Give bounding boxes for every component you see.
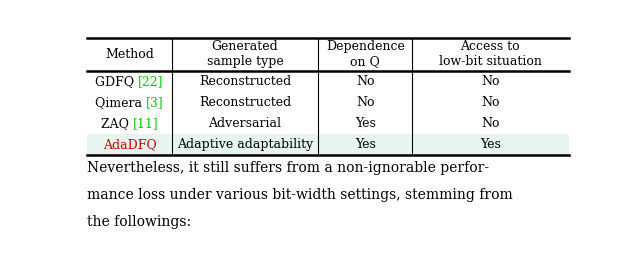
Text: Qimera: Qimera: [95, 96, 146, 109]
Text: ZAQ: ZAQ: [100, 117, 132, 130]
Text: the followings:: the followings:: [88, 215, 191, 229]
Text: Access to
low-bit situation: Access to low-bit situation: [439, 40, 542, 68]
Text: No: No: [356, 75, 374, 88]
Text: Method: Method: [105, 48, 154, 61]
Text: No: No: [481, 75, 500, 88]
Text: No: No: [481, 96, 500, 109]
Text: Yes: Yes: [355, 138, 376, 151]
Text: Adversarial: Adversarial: [209, 117, 282, 130]
Text: [11]: [11]: [132, 117, 159, 130]
Text: Reconstructed: Reconstructed: [199, 75, 291, 88]
Text: AdaDFQ: AdaDFQ: [102, 138, 156, 151]
Text: [3]: [3]: [146, 96, 164, 109]
Text: No: No: [481, 117, 500, 130]
Text: GDFQ: GDFQ: [95, 75, 138, 88]
Text: Dependence
on Q: Dependence on Q: [326, 40, 404, 68]
Text: Nevertheless, it still suffers from a non-ignorable perfor-: Nevertheless, it still suffers from a no…: [88, 161, 490, 175]
Text: Generated
sample type: Generated sample type: [207, 40, 284, 68]
Text: No: No: [356, 96, 374, 109]
Text: [22]: [22]: [138, 75, 164, 88]
Text: mance loss under various bit-width settings, stemming from: mance loss under various bit-width setti…: [88, 188, 513, 202]
Text: Reconstructed: Reconstructed: [199, 96, 291, 109]
Text: Yes: Yes: [480, 138, 501, 151]
Text: Yes: Yes: [355, 117, 376, 130]
Text: Adaptive adaptability: Adaptive adaptability: [177, 138, 313, 151]
Bar: [88, 134, 568, 154]
